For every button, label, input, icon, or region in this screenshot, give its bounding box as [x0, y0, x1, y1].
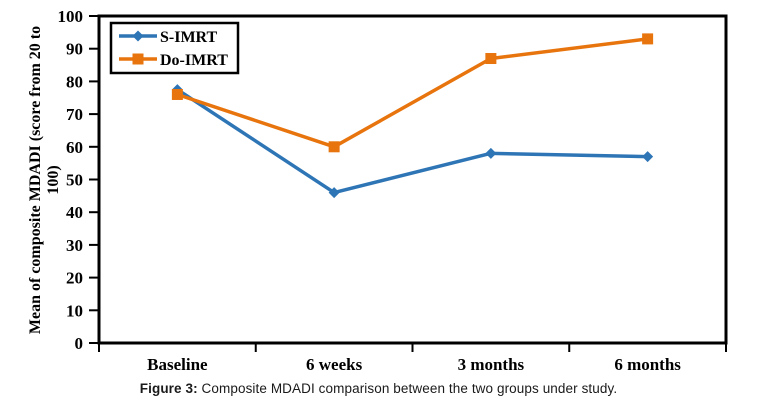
- y-tick-label: 50: [66, 171, 83, 190]
- s-imrt-marker: [485, 147, 497, 159]
- plot-border: [97, 14, 728, 345]
- y-tick-label: 90: [66, 40, 83, 59]
- caption-text: Composite MDADI comparison between the t…: [201, 381, 618, 396]
- y-tick-label: 40: [66, 203, 83, 222]
- y-tick-label: 30: [66, 236, 83, 255]
- y-tick-label: 20: [66, 269, 83, 288]
- legend-do-imrt-label: Do-IMRT: [160, 52, 228, 69]
- x-category-label: 6 weeks: [306, 355, 363, 374]
- s-imrt-marker: [642, 151, 654, 163]
- legend-do-imrt-marker: [132, 53, 144, 65]
- x-category-label: Baseline: [147, 355, 208, 374]
- legend-s-imrt-label: S-IMRT: [160, 29, 218, 46]
- do-imrt-marker: [642, 33, 654, 45]
- caption-prefix: Figure 3:: [139, 381, 198, 396]
- s-imrt-line: [175, 87, 650, 195]
- s-imrt-marker: [328, 187, 340, 199]
- y-tick-label: 80: [66, 72, 83, 91]
- y-tick-label: 60: [66, 138, 83, 157]
- y-tick-label: 0: [75, 334, 84, 353]
- do-imrt-line: [175, 37, 650, 149]
- do-imrt-marker: [328, 141, 340, 153]
- legend-s-imrt-marker: [132, 30, 144, 42]
- figure-caption: Figure 3: Composite MDADI comparison bet…: [0, 381, 757, 396]
- do-imrt-marker: [171, 88, 183, 100]
- y-tick-label: 100: [58, 7, 84, 26]
- x-category-label: 3 months: [458, 355, 525, 374]
- legend-box: [109, 21, 240, 75]
- y-axis-title-line: 100): [45, 165, 62, 194]
- y-tick-label: 10: [66, 301, 83, 320]
- y-tick-label: 70: [66, 105, 83, 124]
- x-category-label: 6 months: [614, 355, 681, 374]
- do-imrt-marker: [485, 53, 497, 65]
- y-axis-title-line: Mean of composite MDADI (score from 20 t…: [27, 26, 44, 334]
- mdadi-line-chart: 0 10 20 30 40 50 60 70 80 90 100 Baseline 6 weeks 3 m…: [27, 7, 728, 374]
